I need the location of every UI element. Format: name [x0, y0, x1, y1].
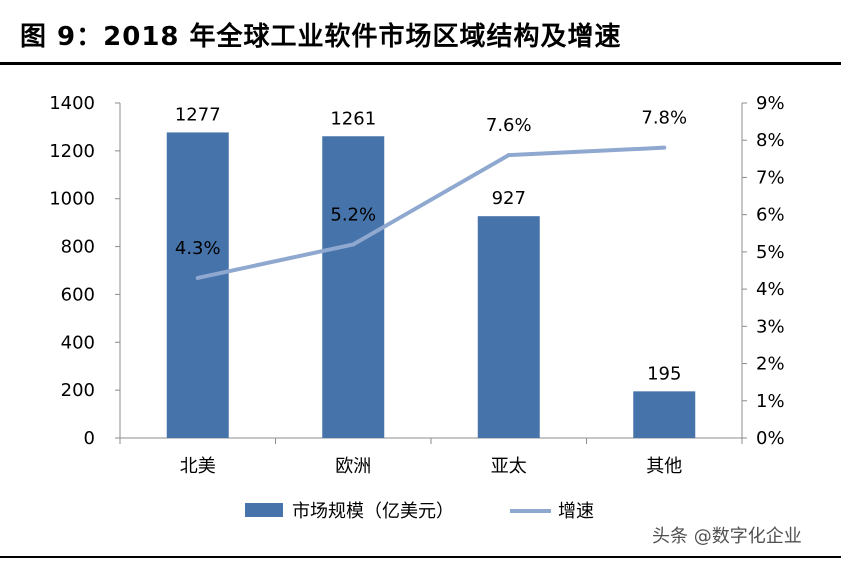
growth-point: [506, 153, 511, 158]
y-right-tick-label: 0%: [756, 428, 785, 449]
growth-point: [195, 275, 200, 280]
y-right-tick-label: 9%: [756, 93, 785, 114]
watermark-text: 头条 @数字化企业: [652, 526, 802, 547]
bar: [322, 136, 385, 438]
bar-value-label: 1277: [175, 104, 221, 125]
bottom-rule: [0, 556, 841, 558]
y-right-tick-label: 6%: [756, 205, 785, 226]
growth-value-label: 7.8%: [641, 108, 687, 129]
legend-bar-swatch: [245, 503, 283, 517]
line-series: [195, 145, 667, 280]
bar-series: [166, 132, 696, 439]
y-right-tick-label: 5%: [756, 242, 785, 263]
title-rule: [0, 62, 841, 65]
x-tick-label: 其他: [646, 456, 682, 477]
growth-value-label: 7.6%: [486, 115, 532, 136]
x-tick-label: 亚太: [491, 456, 527, 477]
y-left-tick-label: 800: [61, 237, 95, 258]
bar: [477, 216, 540, 438]
growth-point: [351, 242, 356, 247]
legend-line-label: 增速: [558, 501, 594, 522]
y-right-tick-label: 1%: [756, 391, 785, 412]
data-labels: 1277 1261 927 195 4.3% 5.2% 7.6% 7.8%: [175, 104, 687, 384]
y-right-tick-label: 8%: [756, 130, 785, 151]
figure-title: 图 9：2018 年全球工业软件市场区域结构及增速: [20, 22, 622, 52]
bar: [166, 132, 229, 439]
y-right-tick-label: 2%: [756, 354, 785, 375]
chart-axes: 0 200 400 600 800 1000 1200 1400 0% 1% 2% 3% 4% 5% 6% 7…: [49, 93, 784, 477]
growth-value-label: 5.2%: [330, 204, 376, 225]
bar: [633, 391, 696, 438]
y-left-tick-label: 400: [61, 332, 95, 353]
x-tick-label: 北美: [180, 456, 216, 477]
y-right-tick-label: 3%: [756, 316, 785, 337]
bar-value-label: 927: [492, 188, 526, 209]
y-left-tick-label: 1000: [49, 189, 95, 210]
growth-line: [197, 145, 665, 280]
x-tick-label: 欧洲: [335, 456, 371, 477]
y-left-tick-label: 200: [61, 380, 95, 401]
legend: 市场规模（亿美元） 增速: [245, 501, 594, 522]
y-left-tick-label: 600: [61, 284, 95, 305]
y-left-tick-label: 0: [84, 428, 95, 449]
y-left-tick-label: 1200: [49, 141, 95, 162]
legend-bar-label: 市场规模（亿美元）: [292, 501, 454, 522]
growth-value-label: 4.3%: [175, 238, 221, 259]
bar-value-label: 195: [647, 363, 681, 384]
growth-point: [662, 145, 667, 150]
y-right-tick-label: 7%: [756, 167, 785, 188]
bar-value-label: 1261: [330, 108, 376, 129]
y-left-tick-label: 1400: [49, 93, 95, 114]
y-right-tick-label: 4%: [756, 279, 785, 300]
